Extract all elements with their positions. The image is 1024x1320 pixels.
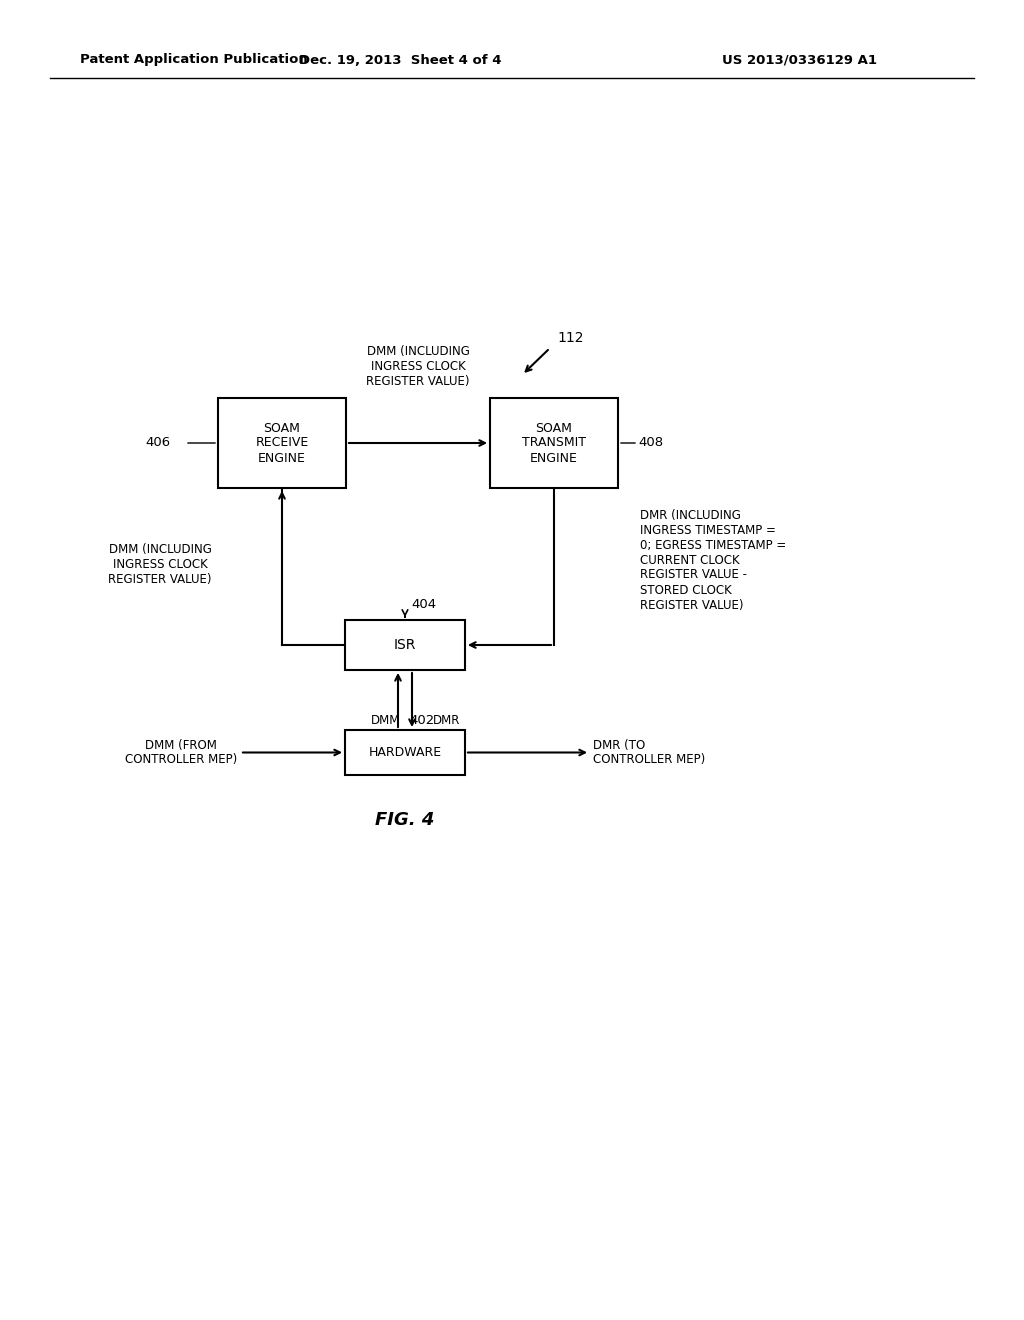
Text: Dec. 19, 2013  Sheet 4 of 4: Dec. 19, 2013 Sheet 4 of 4 — [299, 54, 502, 66]
Text: 406: 406 — [144, 437, 170, 450]
Text: DMR (INCLUDING
INGRESS TIMESTAMP =
0; EGRESS TIMESTAMP =
CURRENT CLOCK
REGISTER : DMR (INCLUDING INGRESS TIMESTAMP = 0; EG… — [640, 508, 786, 611]
Text: ISR: ISR — [394, 638, 416, 652]
Text: SOAM
TRANSMIT
ENGINE: SOAM TRANSMIT ENGINE — [522, 421, 586, 465]
Bar — [218, 399, 346, 488]
Text: DMM (FROM
CONTROLLER MEP): DMM (FROM CONTROLLER MEP) — [125, 738, 237, 767]
Text: FIG. 4: FIG. 4 — [376, 810, 434, 829]
Text: DMM (INCLUDING
INGRESS CLOCK
REGISTER VALUE): DMM (INCLUDING INGRESS CLOCK REGISTER VA… — [367, 345, 470, 388]
Text: US 2013/0336129 A1: US 2013/0336129 A1 — [723, 54, 878, 66]
Bar — [345, 730, 465, 775]
Text: 402: 402 — [409, 714, 434, 726]
Text: 112: 112 — [557, 331, 584, 345]
Text: DMM: DMM — [371, 714, 400, 726]
Text: 404: 404 — [411, 598, 436, 610]
Text: 408: 408 — [638, 437, 664, 450]
Text: DMM (INCLUDING
INGRESS CLOCK
REGISTER VALUE): DMM (INCLUDING INGRESS CLOCK REGISTER VA… — [109, 544, 212, 586]
Bar — [490, 399, 618, 488]
Text: DMR (TO
CONTROLLER MEP): DMR (TO CONTROLLER MEP) — [593, 738, 706, 767]
Bar — [345, 620, 465, 671]
Text: SOAM
RECEIVE
ENGINE: SOAM RECEIVE ENGINE — [255, 421, 308, 465]
Text: Patent Application Publication: Patent Application Publication — [80, 54, 308, 66]
Text: DMR: DMR — [433, 714, 461, 726]
Text: HARDWARE: HARDWARE — [369, 746, 441, 759]
